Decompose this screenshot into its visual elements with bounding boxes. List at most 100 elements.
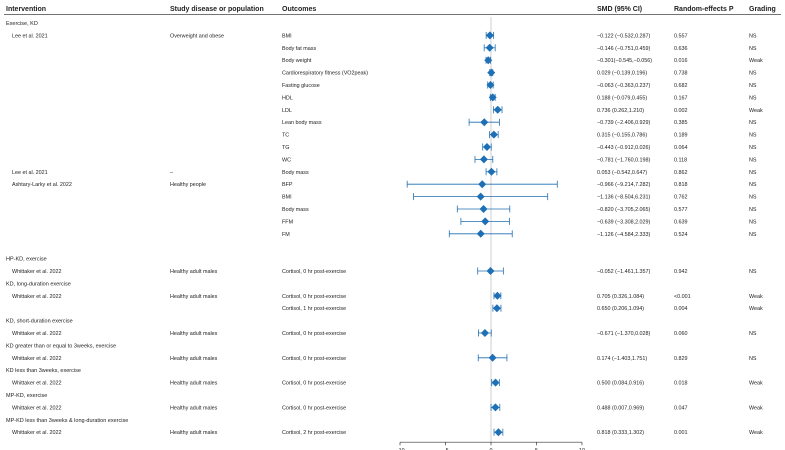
group-label: KD greater than or equal to 3weeks, exer… [6,343,116,349]
smd-ci-value: −1.136 (−8.504,6.231) [597,195,651,201]
outcome: BFP [282,182,293,188]
outcome: Cortisol, 0 hr post-exercise [282,269,346,275]
table-row: FM −1.126 (−4.584,2.333) 0.524 NS [282,229,757,238]
grading-value: NS [749,33,757,39]
effect-diamond [476,229,485,238]
outcome: Lean body mass [282,120,322,126]
table-row: Whittaker et al. 2022 Healthy adult males… [12,329,757,337]
effect-diamond [494,428,503,437]
smd-ci-value: −0.781 (−1.760,0.198) [597,157,651,163]
p-value: 0.818 [674,182,688,188]
outcome: Cortisol, 0 hr post-exercise [282,294,346,300]
x-tick-label: 5 [535,448,538,450]
header-row: Intervention Study disease or population… [6,6,776,13]
smd-ci-value: 0.500 (0.084,0.916) [597,381,644,387]
smd-ci-value: −0.443 (−0.912,0.026) [597,145,651,151]
grading-value: NS [749,133,757,139]
table-row: TG −0.443 (−0.912,0.026) 0.064 NS [282,143,757,151]
grading-value: Weak [749,381,763,387]
grading-value: NS [749,157,757,163]
effect-diamond [492,304,501,313]
p-value: 0.862 [674,170,688,176]
smd-ci-value: −1.126 (−4.584,2.333) [597,232,651,238]
outcome: Cortisol, 0 hr post-exercise [282,381,346,387]
smd-ci-value: −0.301(−0.545,−0.056) [597,58,652,64]
smd-ci-value: 0.705 (0.326,1.084) [597,294,644,300]
table-row: Whittaker et al. 2022 Healthy adult males… [12,267,757,275]
smd-ci-value: 0.818 (0.333,1.302) [597,430,644,436]
p-value: 0.060 [674,331,688,337]
rows-layer: Exercise, KD Lee et al. 2021 Overweight an… [6,21,763,437]
study-name: Whittaker et al. 2022 [12,294,61,300]
group-label: MP-KD, exercise [6,393,47,399]
effect-diamond [485,43,494,52]
p-value: 0.167 [674,95,688,101]
grading-value: NS [749,95,757,101]
header-outcomes: Outcomes [282,6,316,13]
smd-ci-value: −0.146 (−0.751,0.459) [597,46,651,52]
smd-ci-value: −0.820 (−3.705,2.065) [597,207,651,213]
outcome: BMI [282,195,292,201]
p-value: 0.942 [674,269,688,275]
group-label: Exercise, KD [6,21,38,27]
p-value: 0.047 [674,405,688,411]
outcome: Fasting glucose [282,83,320,89]
population: – [170,170,173,176]
group-label: MP-KD less than 3weeks & long-duration e… [6,418,128,424]
p-value: 0.016 [674,58,688,64]
smd-ci-value: 0.488 (0.007,0.969) [597,405,644,411]
x-tick-label: 0 [490,448,493,450]
grading-value: NS [749,207,757,213]
smd-ci-value: 0.188 (−0.079,0.455) [597,95,647,101]
effect-diamond [493,105,502,114]
outcome: TG [282,145,290,151]
study-name: Ashtary-Larky et al. 2022 [12,182,72,188]
table-row: Whittaker et al. 2022 Healthy adult males… [12,428,763,437]
effect-diamond [487,68,496,77]
p-value: 0.189 [674,133,688,139]
effect-diamond [480,118,489,127]
p-value: 0.524 [674,232,688,238]
outcome: Cortisol, 2 hr post-exercise [282,430,346,436]
grading-value: NS [749,46,757,52]
population: Healthy adult males [170,356,218,362]
grading-value: Weak [749,58,763,64]
outcome: Body mass [282,170,309,176]
grading-value: NS [749,120,757,126]
outcome: WC [282,157,291,163]
table-row: Body weight −0.301(−0.545,−0.056) 0.016 Wea… [282,56,763,65]
effect-diamond [489,130,498,139]
grading-value: NS [749,170,757,176]
effect-diamond [485,31,494,40]
table-row: TC 0.315 (−0.155,0.786) 0.189 NS [282,130,757,139]
header-smd: SMD (95% CI) [597,6,642,13]
population: Healthy people [170,182,206,188]
effect-diamond [484,56,493,65]
effect-diamond [491,403,500,412]
grading-value: Weak [749,405,763,411]
smd-ci-value: 0.736 (0.262,1.210) [597,108,644,114]
grading-value: NS [749,71,757,77]
grading-value: NS [749,232,757,238]
p-value: 0.738 [674,71,688,77]
table-row: Cardiorespiratory fitness (VO2peak) 0.029… [282,68,757,77]
population: Healthy adult males [170,294,218,300]
header-grading: Grading [749,6,776,13]
table-row: WC −0.781 (−1.760,0.198) 0.118 NS [282,155,757,164]
smd-ci-value: −0.122 (−0.532,0.287) [597,33,651,39]
effect-diamond [491,378,500,387]
smd-ci-value: 0.174 (−1.403,1.751) [597,356,647,362]
effect-diamond [493,291,502,300]
smd-ci-value: 0.029 (−0.139,0.196) [597,71,647,77]
p-value: 0.018 [674,381,688,387]
table-row: Whittaker et al. 2022 Healthy adult males… [12,403,763,412]
grading-value: NS [749,145,757,151]
outcome: Body fat mass [282,46,316,52]
study-name: Lee et al. 2021 [12,170,48,176]
p-value: 0.118 [674,157,687,163]
study-name: Whittaker et al. 2022 [12,405,61,411]
group-label: KD, short-duration exercise [6,319,73,325]
table-row: Fasting glucose −0.063 (−0.363,0.237) 0.68… [282,81,757,89]
study-name: Whittaker et al. 2022 [12,430,61,436]
